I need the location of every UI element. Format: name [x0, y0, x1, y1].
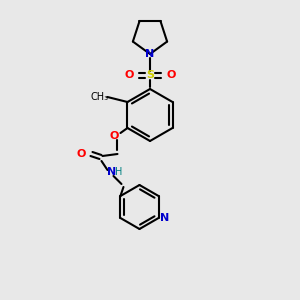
Text: N: N	[107, 167, 116, 177]
Text: N: N	[160, 213, 169, 223]
Text: N: N	[146, 49, 154, 59]
Text: O: O	[77, 149, 86, 159]
Text: CH₃: CH₃	[90, 92, 109, 102]
Text: H: H	[115, 167, 122, 177]
Text: O: O	[110, 131, 119, 141]
Text: S: S	[146, 70, 154, 80]
Text: O: O	[124, 70, 134, 80]
Text: O: O	[166, 70, 176, 80]
